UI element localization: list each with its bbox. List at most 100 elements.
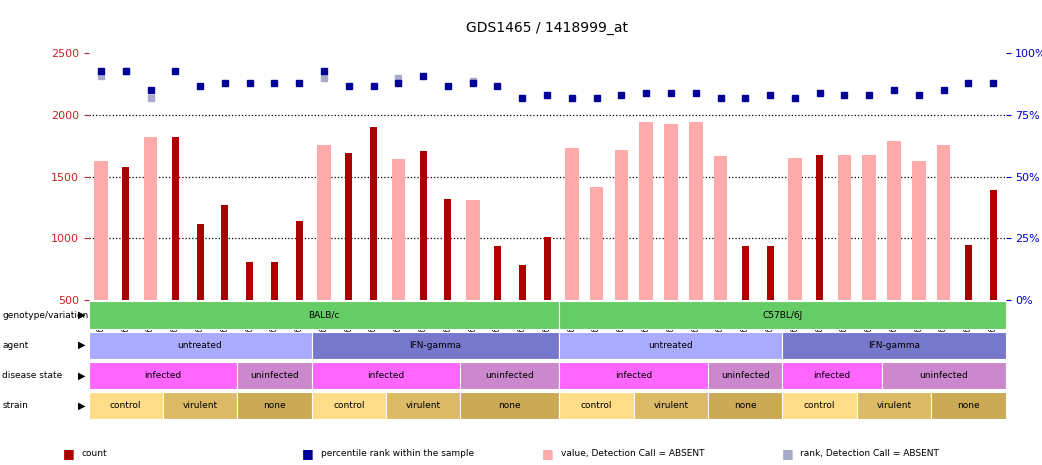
Text: ▶: ▶ (78, 340, 85, 350)
Bar (221, 205, 228, 300)
Text: rank, Detection Call = ABSENT: rank, Detection Call = ABSENT (800, 449, 939, 458)
Text: none: none (734, 401, 756, 410)
Text: disease state: disease state (2, 371, 63, 380)
FancyBboxPatch shape (932, 392, 1006, 419)
Text: value, Detection Call = ABSENT: value, Detection Call = ABSENT (561, 449, 704, 458)
Text: strain: strain (2, 401, 28, 410)
Bar (590, 187, 603, 300)
FancyBboxPatch shape (312, 392, 386, 419)
Bar (887, 141, 901, 300)
FancyBboxPatch shape (783, 332, 1006, 359)
FancyBboxPatch shape (560, 332, 783, 359)
FancyBboxPatch shape (560, 362, 709, 389)
Text: control: control (110, 401, 142, 410)
FancyBboxPatch shape (89, 362, 238, 389)
Bar (990, 190, 996, 300)
FancyBboxPatch shape (238, 392, 312, 419)
Bar (94, 161, 107, 300)
Text: uninfected: uninfected (250, 371, 299, 380)
Text: none: none (957, 401, 979, 410)
Text: genotype/variation: genotype/variation (2, 311, 89, 319)
FancyBboxPatch shape (560, 301, 1006, 329)
Bar (519, 266, 526, 300)
Text: control: control (333, 401, 365, 410)
Text: uninfected: uninfected (919, 371, 968, 380)
Bar (197, 224, 203, 300)
Text: infected: infected (144, 371, 181, 380)
Bar (816, 154, 823, 300)
Text: infected: infected (368, 371, 404, 380)
Text: percentile rank within the sample: percentile rank within the sample (321, 449, 474, 458)
Text: none: none (264, 401, 286, 410)
Bar (838, 154, 851, 300)
Text: virulent: virulent (182, 401, 218, 410)
Text: ■: ■ (302, 447, 314, 460)
Bar (615, 150, 628, 300)
Text: ■: ■ (63, 447, 74, 460)
FancyBboxPatch shape (560, 392, 634, 419)
Text: infected: infected (615, 371, 652, 380)
Bar (172, 137, 179, 300)
Bar (640, 122, 653, 300)
Text: control: control (804, 401, 836, 410)
FancyBboxPatch shape (312, 332, 560, 359)
FancyBboxPatch shape (783, 392, 857, 419)
Bar (296, 221, 302, 300)
FancyBboxPatch shape (312, 362, 461, 389)
Text: BALB/c: BALB/c (308, 311, 340, 319)
Bar (965, 245, 972, 300)
FancyBboxPatch shape (89, 301, 560, 329)
Bar (863, 154, 876, 300)
Bar (392, 159, 405, 300)
FancyBboxPatch shape (709, 362, 783, 389)
FancyBboxPatch shape (882, 362, 1006, 389)
FancyBboxPatch shape (163, 392, 238, 419)
FancyBboxPatch shape (783, 362, 882, 389)
Bar (345, 153, 352, 300)
Text: ■: ■ (782, 447, 793, 460)
Text: infected: infected (814, 371, 850, 380)
FancyBboxPatch shape (709, 392, 783, 419)
Text: control: control (580, 401, 613, 410)
FancyBboxPatch shape (461, 362, 560, 389)
Bar (664, 124, 677, 300)
Bar (689, 122, 702, 300)
Bar (912, 161, 925, 300)
Text: ■: ■ (542, 447, 553, 460)
Text: agent: agent (2, 341, 28, 350)
Text: ▶: ▶ (78, 310, 85, 320)
Bar (767, 246, 773, 300)
Text: untreated: untreated (648, 341, 693, 350)
Bar (937, 145, 950, 300)
Bar (370, 127, 377, 300)
Text: count: count (81, 449, 107, 458)
Bar (788, 158, 801, 300)
Bar (271, 262, 278, 300)
Text: uninfected: uninfected (486, 371, 535, 380)
Text: none: none (498, 401, 521, 410)
Bar (494, 246, 501, 300)
Bar (144, 137, 157, 300)
Bar (445, 199, 451, 300)
Text: IFN-gamma: IFN-gamma (410, 341, 462, 350)
Bar (122, 167, 129, 300)
Text: virulent: virulent (876, 401, 912, 410)
Text: IFN-gamma: IFN-gamma (868, 341, 920, 350)
FancyBboxPatch shape (634, 392, 709, 419)
Text: ▶: ▶ (78, 371, 85, 380)
Text: uninfected: uninfected (721, 371, 770, 380)
Bar (466, 200, 479, 300)
Bar (565, 148, 578, 300)
Bar (544, 237, 550, 300)
FancyBboxPatch shape (89, 392, 163, 419)
FancyBboxPatch shape (386, 392, 461, 419)
Text: virulent: virulent (653, 401, 689, 410)
FancyBboxPatch shape (857, 392, 932, 419)
FancyBboxPatch shape (238, 362, 312, 389)
Bar (246, 262, 253, 300)
Text: untreated: untreated (178, 341, 223, 350)
Text: C57BL/6J: C57BL/6J (763, 311, 802, 319)
Bar (420, 151, 426, 300)
Bar (742, 246, 749, 300)
Bar (714, 156, 727, 300)
